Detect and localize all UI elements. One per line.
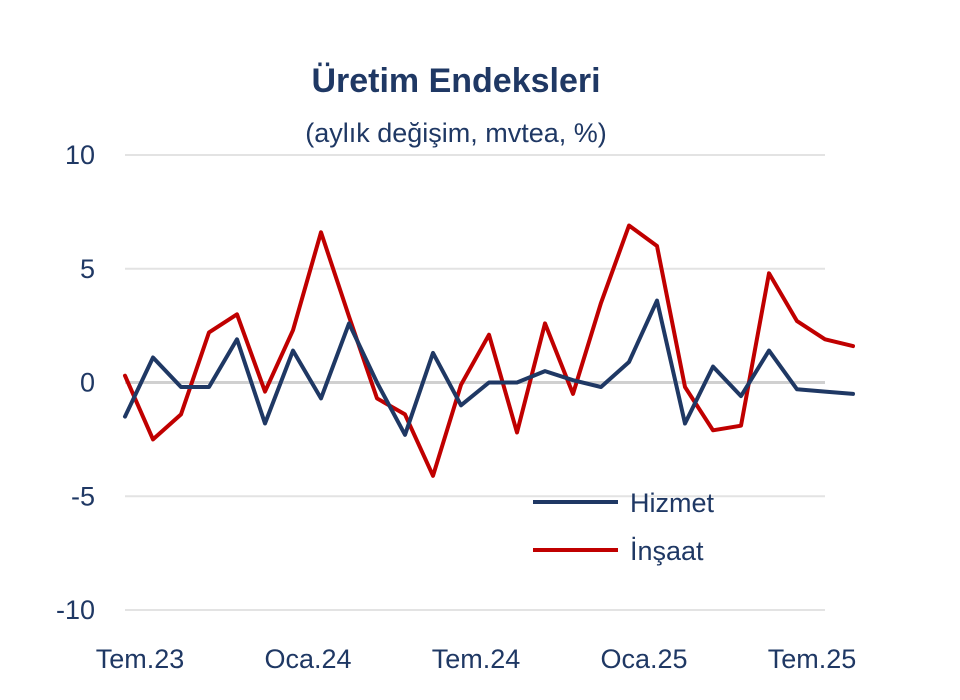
x-tick-label: Oca.25 <box>600 644 687 674</box>
x-axis-ticks: Tem.23 Oca.24 Tem.24 Oca.25 Tem.25 <box>96 644 857 674</box>
series-line-1 <box>123 223 855 478</box>
legend-label-0: Hizmet <box>630 488 715 518</box>
series-lines <box>123 223 855 478</box>
x-tick-label: Oca.24 <box>264 644 351 674</box>
x-tick-label: Tem.23 <box>96 644 185 674</box>
y-tick-label: 5 <box>80 254 95 284</box>
chart-subtitle: (aylık değişim, mvtea, %) <box>305 118 607 148</box>
gridlines <box>125 154 825 611</box>
legend: Hizmet İnşaat <box>533 488 715 566</box>
y-tick-label: 10 <box>65 140 95 170</box>
x-tick-label: Tem.25 <box>768 644 857 674</box>
y-axis-ticks: 10 5 0 -5 -10 <box>56 140 95 625</box>
series-line-0 <box>123 298 855 437</box>
chart-title: Üretim Endeksleri <box>311 62 601 100</box>
legend-label-1: İnşaat <box>630 535 704 566</box>
y-tick-label: 0 <box>80 368 95 398</box>
x-tick-label: Tem.24 <box>432 644 521 674</box>
y-tick-label: -5 <box>71 481 95 511</box>
y-tick-label: -10 <box>56 595 95 625</box>
